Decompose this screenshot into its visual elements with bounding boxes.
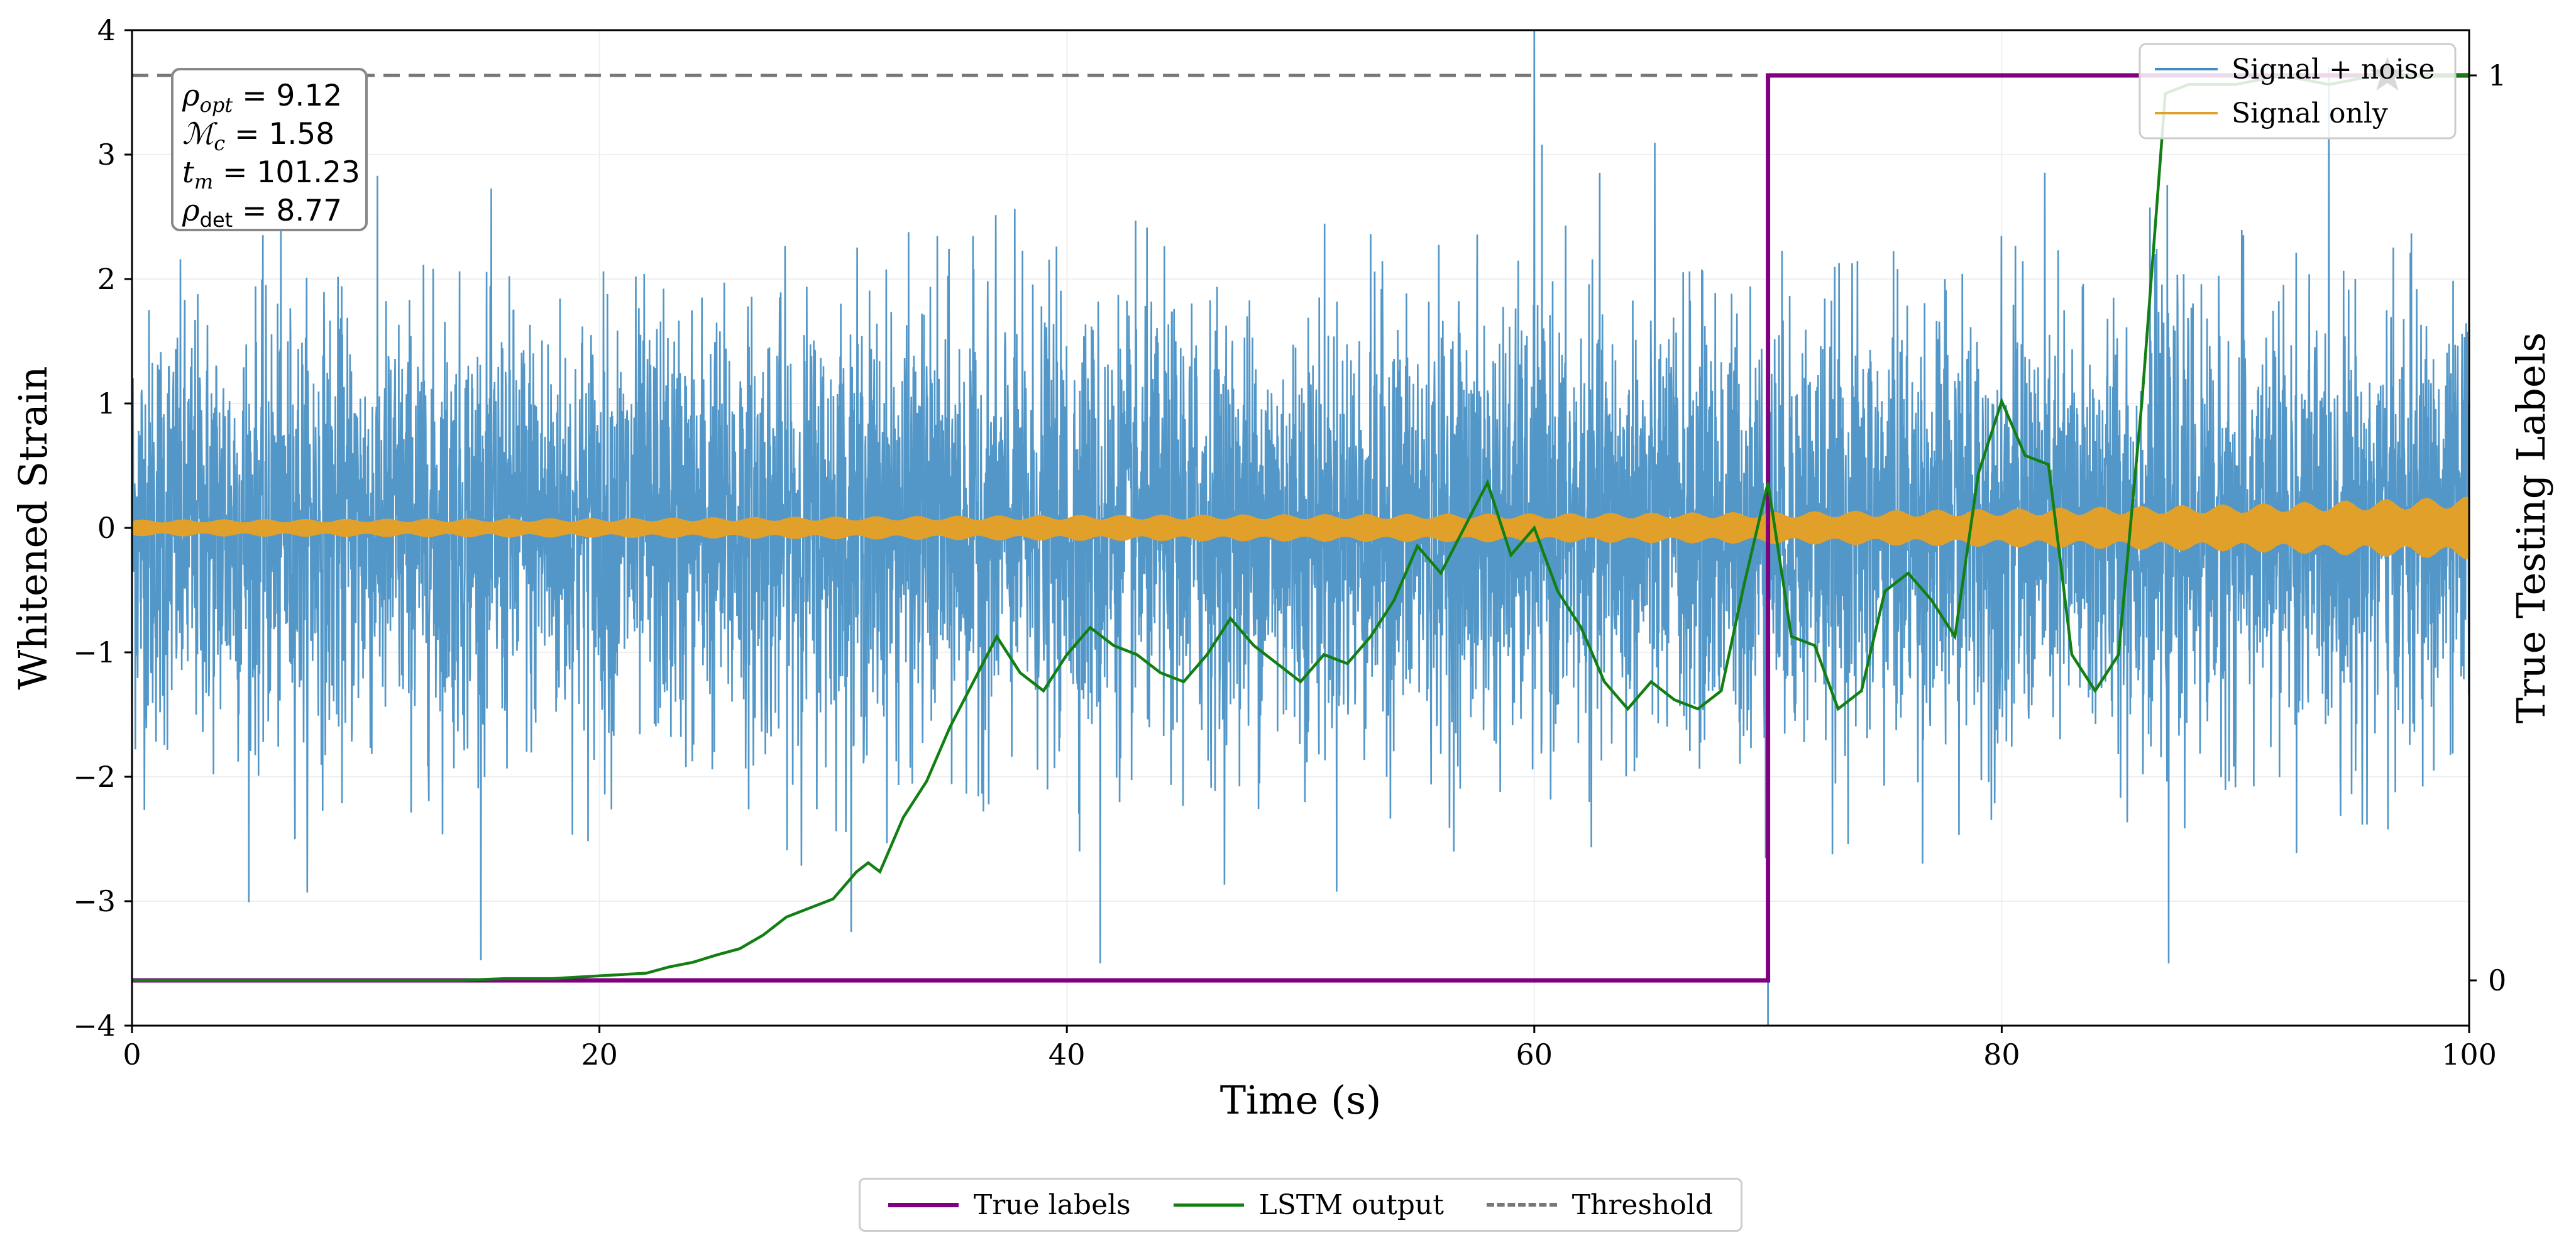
- y-left-tick-label: −3: [73, 884, 116, 918]
- parameter-box: ρopt = 9.12 ℳc = 1.58 tm = 101.23 ρdet =…: [171, 68, 368, 231]
- x-tick-label: 40: [1049, 1038, 1086, 1072]
- legend-threshold: Threshold: [1486, 1189, 1713, 1221]
- y-left-axis-ticks: −4 −3 −2 −1 0 1 2 3 4: [73, 13, 132, 1043]
- x-tick-label: 80: [1983, 1038, 2020, 1072]
- signal-only-series: [132, 496, 2469, 560]
- legend-lstm-output: LSTM output: [1173, 1189, 1444, 1221]
- x-tick-label: 0: [123, 1038, 141, 1072]
- x-tick-label: 20: [581, 1038, 618, 1072]
- y-left-tick-label: −4: [73, 1009, 116, 1043]
- true-labels-polyline: [132, 73, 2469, 983]
- y-left-axis-label: Whitened Strain: [10, 366, 56, 690]
- signal-band: [132, 496, 2469, 560]
- x-axis-ticks: 0 20 40 60 80 100: [123, 1026, 2497, 1072]
- y-left-tick-label: 4: [97, 13, 116, 47]
- chirp-mass-line: ℳc = 1.58: [182, 117, 335, 155]
- legend-true-labels: True labels: [888, 1189, 1131, 1221]
- y-left-tick-label: 2: [97, 262, 116, 296]
- y-left-tick-label: 1: [97, 387, 116, 420]
- lstm-output-polyline: [132, 74, 2469, 982]
- y-left-tick-label: −2: [73, 760, 116, 794]
- bottom-legend: True labels LSTM output Threshold: [859, 1178, 1742, 1232]
- x-tick-label: 60: [1516, 1038, 1553, 1072]
- rho-opt-line: ρopt = 9.12: [182, 79, 343, 117]
- y-right-tick-label: 1: [2488, 58, 2506, 92]
- x-axis-label: Time (s): [1220, 1077, 1382, 1123]
- y-right-tick-label: 0: [2488, 963, 2506, 997]
- lstm-output-line: [132, 74, 2469, 982]
- y-left-tick-label: 3: [97, 138, 116, 172]
- y-left-tick-label: −1: [73, 635, 116, 669]
- x-tick-label: 100: [2441, 1038, 2497, 1072]
- y-left-tick-label: 0: [97, 511, 116, 545]
- legend-signal-plus-noise: Signal + noise: [2232, 53, 2435, 85]
- y-right-axis-ticks: 01: [2469, 58, 2506, 997]
- top-right-legend: Signal + noise Signal only: [2138, 43, 2457, 140]
- true-labels-line: [132, 73, 2469, 983]
- legend-signal-only: Signal only: [2232, 97, 2388, 129]
- merger-time-line: tm = 101.23: [182, 155, 360, 194]
- y-right-axis-label: True Testing Labels: [2508, 332, 2554, 724]
- rho-det-line: ρdet = 8.77: [182, 194, 343, 232]
